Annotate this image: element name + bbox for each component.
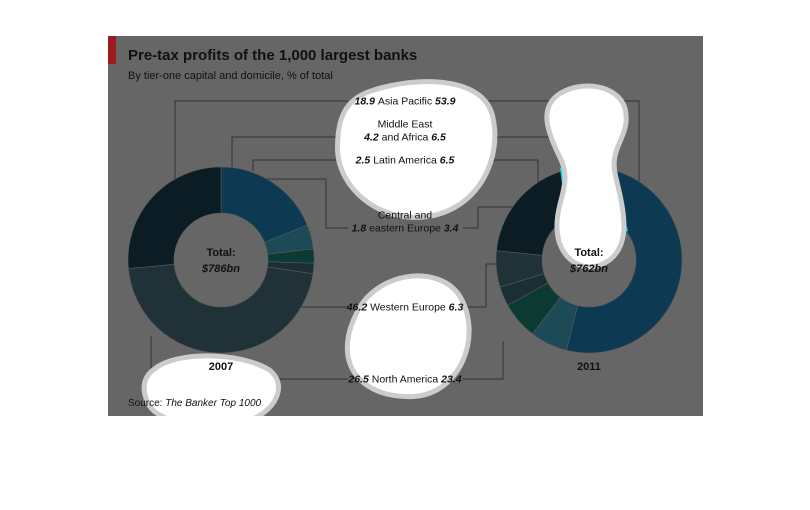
- value-2007-0: 18.9: [355, 96, 378, 108]
- total-value-2007: $786bn: [201, 263, 240, 275]
- connector-line-7: [463, 206, 522, 229]
- year-label-2007: 2007: [209, 361, 233, 373]
- category-name-0: Asia Pacific: [378, 96, 432, 108]
- blob-2: [349, 278, 467, 395]
- value-2007-2: 2.5: [355, 155, 374, 167]
- blob-overlays: [141, 79, 629, 416]
- donut-slice-2011-0: [566, 166, 683, 354]
- category-label-line1-1: Middle East: [378, 119, 433, 131]
- connector-line-9: [463, 263, 503, 308]
- category-name-2: Latin America: [373, 155, 437, 167]
- value-2007-5: 26.5: [347, 374, 371, 386]
- value-2007-4: 46.2: [346, 302, 370, 314]
- connector-line-0: [174, 100, 348, 196]
- category-row-2: 2.5 Latin America 6.5: [355, 155, 455, 167]
- category-name-5: North America: [372, 374, 439, 386]
- category-row-1: 4.2 and Africa 6.5: [363, 132, 446, 144]
- category-name-3: eastern Europe: [369, 223, 441, 235]
- category-label-line1-3: Central and: [378, 210, 432, 222]
- value-2007-3: 1.8: [352, 223, 370, 235]
- total-label-2011: Total:: [574, 247, 603, 259]
- category-row-0: 18.9 Asia Pacific 53.9: [355, 96, 456, 108]
- donut-slice-2007-5: [127, 166, 222, 269]
- accent-bar: [108, 36, 116, 64]
- value-2011-0: 53.9: [432, 96, 456, 108]
- chart-panel: Pre-tax profits of the 1,000 largest ban…: [108, 36, 703, 416]
- value-2011-2: 6.5: [437, 155, 455, 167]
- connector-line-6: [258, 178, 348, 229]
- category-row-3: 1.8 eastern Europe 3.4: [352, 223, 459, 235]
- year-label-2011: 2011: [577, 361, 601, 373]
- blob-0: [340, 84, 493, 215]
- chart-subtitle: By tier-one capital and domicile, % of t…: [128, 70, 333, 82]
- blob-1: [549, 88, 624, 265]
- value-2011-1: 6.5: [428, 132, 446, 144]
- value-2007-1: 4.2: [363, 132, 382, 144]
- source-label: Source:: [128, 398, 163, 409]
- source-note: Source: The Banker Top 1000: [128, 398, 261, 409]
- source-name: The Banker Top 1000: [165, 398, 262, 409]
- category-name-4: Western Europe: [370, 302, 446, 314]
- chart-title: Pre-tax profits of the 1,000 largest ban…: [128, 47, 418, 64]
- value-2011-4: 6.3: [446, 302, 464, 314]
- total-label-2007: Total:: [206, 247, 235, 259]
- category-row-4: 46.2 Western Europe 6.3: [346, 302, 464, 314]
- category-row-5: 26.5 North America 23.4: [347, 374, 461, 386]
- blob-3: [146, 358, 277, 416]
- value-2011-5: 23.4: [438, 374, 462, 386]
- connector-line-11: [463, 341, 504, 380]
- connector-line-2: [231, 136, 348, 171]
- connector-line-4: [252, 159, 348, 171]
- connector-line-1: [453, 100, 640, 196]
- connector-lines: [150, 100, 640, 380]
- category-name-1: and Africa: [382, 132, 429, 144]
- donut-slice-2007-4: [128, 264, 314, 354]
- total-value-2011: $762bn: [569, 263, 608, 275]
- value-2011-3: 3.4: [441, 223, 459, 235]
- donut-2007: [127, 166, 315, 354]
